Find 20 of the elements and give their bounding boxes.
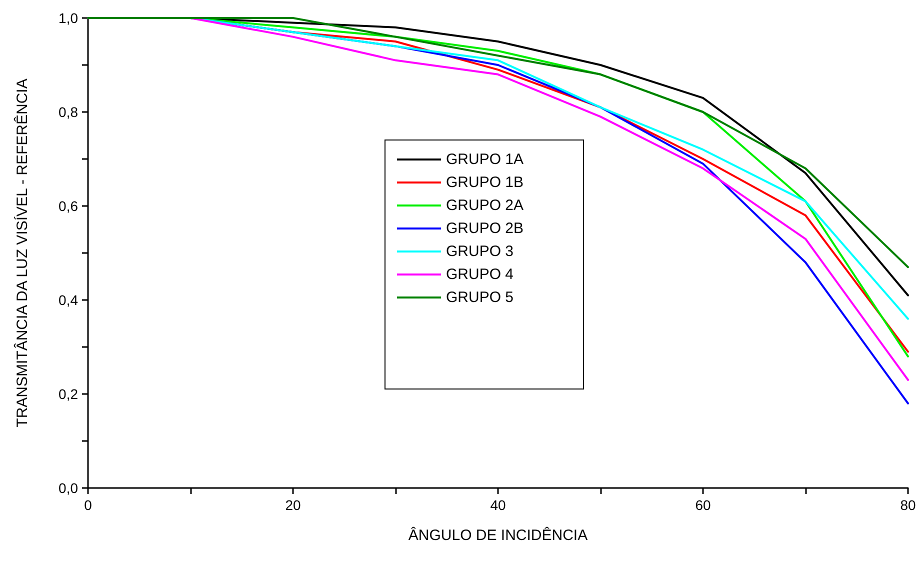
- y-tick-label: 1,0: [58, 10, 78, 26]
- y-tick-label: 0,4: [58, 292, 78, 308]
- x-tick-label: 80: [900, 497, 916, 513]
- x-axis-title: ÂNGULO DE INCIDÊNCIA: [408, 526, 588, 544]
- legend-label: GRUPO 4: [446, 266, 514, 283]
- x-tick-label: 60: [695, 497, 711, 513]
- legend-label: GRUPO 1A: [446, 151, 524, 168]
- x-tick-label: 40: [490, 497, 506, 513]
- x-tick-label: 20: [285, 497, 301, 513]
- legend-label: GRUPO 5: [446, 289, 514, 306]
- y-tick-label: 0,6: [58, 198, 78, 214]
- legend-label: GRUPO 1B: [446, 174, 524, 191]
- legend-label: GRUPO 2B: [446, 220, 524, 237]
- legend-label: GRUPO 2A: [446, 197, 524, 214]
- y-axis-title: TRANSMITÂNCIA DA LUZ VISÍVEL - REFERÊNCIA: [13, 78, 31, 428]
- y-tick-label: 0,0: [58, 480, 78, 496]
- legend-label: GRUPO 3: [446, 243, 514, 260]
- y-tick-label: 0,8: [58, 104, 78, 120]
- x-tick-label: 0: [84, 497, 92, 513]
- y-tick-label: 0,2: [58, 386, 78, 402]
